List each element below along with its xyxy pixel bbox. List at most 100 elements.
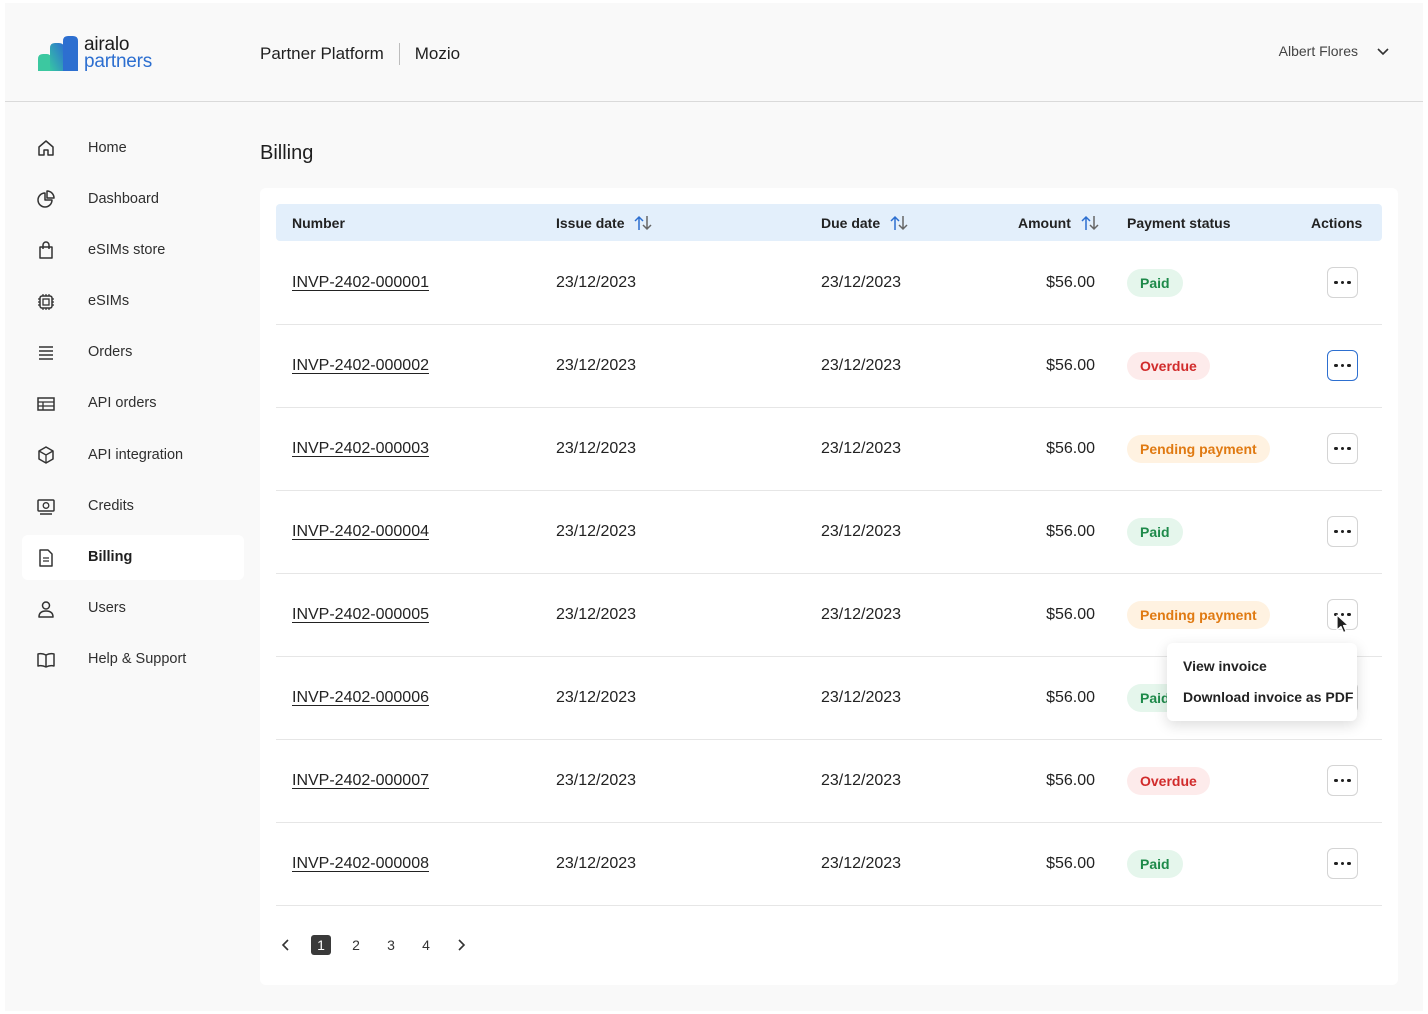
sidebar-item-esims-store[interactable]: eSIMs store (22, 227, 244, 272)
airalo-logo-icon (38, 35, 78, 71)
more-horizontal-icon (1334, 446, 1351, 451)
invoice-number-link[interactable]: INVP-2402-000005 (292, 606, 429, 623)
home-icon (38, 140, 54, 156)
row-actions-button[interactable] (1327, 516, 1358, 547)
amount-cell: $56.00 (1046, 357, 1095, 374)
column-due-date[interactable]: Due date (821, 204, 909, 241)
billing-table-card: Number Issue date Due date Amount Paymen… (260, 188, 1398, 985)
view-invoice-menu-item[interactable]: View invoice (1183, 658, 1267, 674)
company-name: Mozio (414, 44, 461, 63)
page-4-button[interactable]: 4 (422, 937, 430, 953)
sidebar-item-label: Help & Support (88, 651, 187, 668)
row-actions-button[interactable] (1327, 350, 1358, 381)
due-date-cell: 23/12/2023 (821, 440, 902, 457)
page-title: Billing (260, 142, 314, 164)
sidebar-item-label: API integration (88, 446, 184, 463)
sidebar-item-api-orders[interactable]: API orders (22, 381, 244, 426)
brand-line2: partners (84, 51, 153, 72)
next-page-button[interactable] (451, 935, 471, 955)
user-menu[interactable]: Albert Flores (1279, 43, 1390, 59)
sidebar-item-help-support[interactable]: Help & Support (22, 637, 244, 682)
column-label: Payment status (1127, 214, 1231, 231)
column-label: Issue date (556, 214, 625, 231)
invoice-number-link[interactable]: INVP-2402-000002 (292, 357, 429, 374)
shopping-bag-icon (39, 241, 53, 260)
invoice-number-link[interactable]: INVP-2402-000001 (292, 274, 429, 291)
due-date-cell: 23/12/2023 (821, 689, 902, 706)
brand-line1: airalo (84, 34, 130, 55)
sidebar-item-home[interactable]: Home (22, 125, 244, 170)
list-icon (39, 346, 53, 360)
table-header: Number Issue date Due date Amount Paymen… (276, 204, 1382, 241)
more-horizontal-icon (1334, 778, 1351, 783)
table-row: INVP-2402-000004 23/12/2023 23/12/2023 $… (276, 491, 1382, 574)
status-badge: Overdue (1127, 767, 1210, 795)
sidebar-item-dashboard[interactable]: Dashboard (22, 176, 244, 221)
invoice-number-cell: INVP-2402-000006 (292, 657, 429, 739)
due-date-cell: 23/12/2023 (821, 523, 902, 540)
invoice-number-cell: INVP-2402-000001 (292, 242, 429, 324)
amount-cell: $56.00 (1046, 440, 1095, 457)
sidebar-item-orders[interactable]: Orders (22, 330, 244, 375)
invoice-number-link[interactable]: INVP-2402-000008 (292, 855, 429, 872)
page-2-button[interactable]: 2 (352, 937, 360, 953)
sidebar-item-users[interactable]: Users (22, 586, 244, 631)
row-actions-button[interactable] (1327, 433, 1358, 464)
status-badge: Pending payment (1127, 601, 1270, 629)
chevron-left-icon (281, 939, 289, 951)
row-actions-menu: View invoice Download invoice as PDF (1167, 643, 1357, 721)
platform-title: Partner Platform Mozio (260, 43, 460, 65)
issue-date-cell: 23/12/2023 (556, 523, 637, 540)
row-actions-button[interactable] (1327, 765, 1358, 796)
sort-icon (890, 215, 908, 230)
amount-cell: $56.00 (1046, 772, 1095, 789)
user-name: Albert Flores (1278, 43, 1358, 59)
invoice-number-cell: INVP-2402-000003 (292, 408, 429, 490)
status-badge: Pending payment (1127, 435, 1270, 463)
sidebar-item-esims[interactable]: eSIMs (22, 279, 244, 324)
sidebar-item-label: Dashboard (88, 190, 159, 207)
invoice-number-link[interactable]: INVP-2402-000006 (292, 689, 429, 706)
issue-date-cell: 23/12/2023 (556, 606, 637, 623)
row-actions-button[interactable] (1327, 267, 1358, 298)
status-cell: Paid (1127, 823, 1183, 905)
row-actions-button[interactable] (1327, 848, 1358, 879)
brand-logo[interactable]: airalo partners (36, 33, 166, 73)
invoice-number-link[interactable]: INVP-2402-000003 (292, 440, 429, 457)
invoice-number-cell: INVP-2402-000002 (292, 325, 429, 407)
column-actions: Actions (1311, 204, 1362, 241)
user-icon (38, 600, 54, 618)
download-pdf-menu-item[interactable]: Download invoice as PDF (1183, 689, 1354, 705)
issue-date-cell: 23/12/2023 (556, 274, 637, 291)
pie-chart-icon (37, 190, 55, 208)
issue-date-cell: 23/12/2023 (556, 772, 637, 789)
sidebar-item-billing[interactable]: Billing (22, 534, 244, 580)
column-issue-date[interactable]: Issue date (556, 204, 653, 241)
issue-date-cell: 23/12/2023 (556, 440, 637, 457)
amount-cell: $56.00 (1046, 855, 1095, 872)
status-cell: Paid (1127, 491, 1183, 573)
cube-icon (38, 446, 54, 464)
due-date-cell: 23/12/2023 (821, 606, 902, 623)
page-3-button[interactable]: 3 (387, 937, 395, 953)
invoice-number-link[interactable]: INVP-2402-000007 (292, 772, 429, 789)
sidebar-item-label: Orders (88, 344, 133, 361)
invoice-number-cell: INVP-2402-000005 (292, 574, 429, 656)
mouse-cursor-icon (1336, 614, 1350, 634)
sidebar-item-api-integration[interactable]: API integration (22, 432, 244, 477)
invoice-number-cell: INVP-2402-000004 (292, 491, 429, 573)
sidebar-item-label: Credits (88, 497, 134, 514)
status-badge: Overdue (1127, 352, 1210, 380)
column-amount[interactable]: Amount (1018, 204, 1100, 241)
column-label: Number (292, 214, 345, 231)
amount-cell: $56.00 (1046, 689, 1095, 706)
amount-cell: $56.00 (1046, 523, 1095, 540)
invoice-number-link[interactable]: INVP-2402-000004 (292, 523, 429, 540)
table-row: INVP-2402-000001 23/12/2023 23/12/2023 $… (276, 242, 1382, 325)
page-1-button[interactable]: 1 (311, 935, 331, 955)
more-horizontal-icon (1334, 861, 1351, 866)
row-actions-button[interactable] (1327, 599, 1358, 630)
prev-page-button[interactable] (276, 935, 296, 955)
table-row: INVP-2402-000008 23/12/2023 23/12/2023 $… (276, 823, 1382, 906)
sidebar-item-credits[interactable]: Credits (22, 483, 244, 528)
